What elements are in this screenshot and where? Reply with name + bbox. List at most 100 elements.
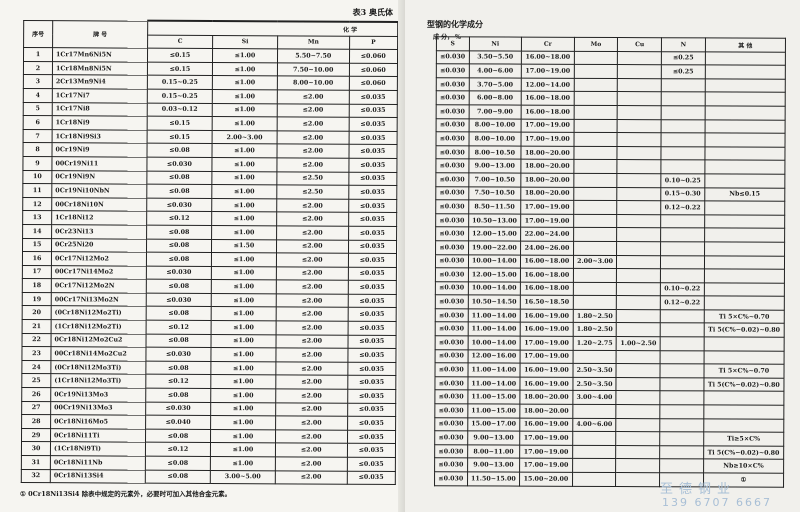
cr-value: 16.00~18.00 xyxy=(521,105,574,119)
col-p: P xyxy=(349,35,398,50)
grade: 0Cr18Ni13Si4 xyxy=(50,469,146,484)
ni-value: 10.50~13.00 xyxy=(468,213,521,228)
grade: 0Cr19Ni9N xyxy=(51,170,147,185)
mo-value xyxy=(573,282,617,296)
c-value: ≤0.08 xyxy=(145,469,211,484)
row-no: 10 xyxy=(22,170,52,184)
n-value xyxy=(660,323,704,337)
cu-value xyxy=(617,64,662,79)
cu-value xyxy=(617,173,661,188)
p-value: ≤0.035 xyxy=(347,362,396,376)
row-no: 1 xyxy=(23,47,53,62)
cu-value xyxy=(617,214,661,229)
mn-value: ≤2.00 xyxy=(276,198,349,213)
row-no: 7 xyxy=(23,129,53,144)
col-group-chemistry: 化 学 xyxy=(147,20,398,37)
row-no: 18 xyxy=(22,278,52,293)
ni-value: 11.50~15.00 xyxy=(467,471,520,486)
cr-value: 15.00~20.00 xyxy=(519,472,573,486)
other-value: Ti 5(C%−0.02)~0.80 xyxy=(703,377,784,392)
cu-value xyxy=(616,309,661,324)
s-value: ≤0.030 xyxy=(434,444,468,459)
mn-value: ≤2.00 xyxy=(276,212,349,227)
cu-value xyxy=(616,390,660,405)
c-value: ≤0.040 xyxy=(145,415,211,430)
mn-value: ≤2.00 xyxy=(276,239,349,254)
row-no: 13 xyxy=(22,210,52,225)
s-value: ≤0.030 xyxy=(435,267,469,282)
row-no: 19 xyxy=(22,292,52,307)
right-page: 型钢的化学成分 成 分， % S Ni Cr Mo Cu N 其 他 ≤0.030 3.50~… xyxy=(405,0,800,512)
cr-value: 17.00~19.00 xyxy=(519,431,573,446)
mn-value: ≤2.00 xyxy=(276,144,349,159)
c-value: ≤0.08 xyxy=(145,388,211,403)
ni-value: 12.00~16.00 xyxy=(467,349,521,364)
mo-value xyxy=(573,173,618,188)
grade: (1Cr18Ni9Ti) xyxy=(50,442,146,457)
grade: 0Cr17Ni12Mo2 xyxy=(51,251,147,266)
ni-value: 12.00~15.00 xyxy=(468,227,521,242)
mo-value xyxy=(572,404,617,419)
cu-value xyxy=(616,268,661,283)
grade: (0Cr18Ni12Mo2Ti) xyxy=(51,306,147,321)
si-value: ≤1.00 xyxy=(210,402,276,417)
mo-value xyxy=(573,132,618,147)
grade: 1Cr17Ni7 xyxy=(52,88,148,103)
other-value xyxy=(705,51,786,66)
mn-value: ≤2.00 xyxy=(276,280,348,295)
ni-value: 6.00~8.00 xyxy=(468,91,522,106)
row-no: 11 xyxy=(22,183,52,198)
cr-value: 17.00~19.00 xyxy=(520,213,574,228)
si-value: ≤1.00 xyxy=(211,320,277,335)
n-value xyxy=(660,336,704,351)
other-value xyxy=(703,336,785,351)
si-value: ≤1.00 xyxy=(210,442,276,457)
cr-value: 16.00~18.00 xyxy=(520,281,574,296)
ni-value: 15.00~17.00 xyxy=(467,417,520,432)
n-value xyxy=(661,92,705,106)
c-value: ≤0.08 xyxy=(146,225,212,240)
cu-value xyxy=(616,418,660,432)
s-value: ≤0.030 xyxy=(435,322,468,336)
mn-value: ≤2.00 xyxy=(276,252,349,267)
grade: 1Cr18Ni9 xyxy=(52,115,148,130)
grade: 2Cr13Mn9Ni4 xyxy=(52,75,148,90)
s-value: ≤0.030 xyxy=(435,199,469,214)
n-value xyxy=(661,146,705,161)
cu-value xyxy=(616,241,661,256)
grade: 00Cr19Ni11 xyxy=(51,156,147,171)
s-value: ≤0.030 xyxy=(435,159,469,173)
cr-value: 16.00~19.00 xyxy=(520,363,573,378)
cr-value: 17.00~19.00 xyxy=(519,444,573,459)
s-value: ≤0.030 xyxy=(435,254,469,268)
mn-value: ≤2.00 xyxy=(275,334,348,349)
grade: 0Cr25Ni20 xyxy=(51,238,147,253)
mn-value: ≤2.00 xyxy=(275,361,348,376)
si-value: ≤1.00 xyxy=(210,347,276,362)
mn-value: ≤2.00 xyxy=(275,470,347,485)
mo-value xyxy=(573,91,618,106)
mn-value: ≤2.00 xyxy=(277,130,349,145)
mn-value: ≤2.00 xyxy=(276,293,348,308)
si-value: ≤1.00 xyxy=(212,62,278,77)
mn-value: ≤2.00 xyxy=(275,348,348,363)
mn-value: 8.00~10.00 xyxy=(277,76,349,91)
grade: (0Cr18Ni12Mo3Ti) xyxy=(50,360,146,375)
other-value xyxy=(703,391,784,406)
n-value xyxy=(661,132,705,147)
grade: 00Cr17Ni14Mo2 xyxy=(51,265,147,280)
s-value: ≤0.030 xyxy=(434,376,468,391)
cr-value: 12.00~14.00 xyxy=(521,77,575,92)
grade: 00Cr18Ni14Mo2Cu2 xyxy=(50,346,147,362)
n-value: 0.10~0.22 xyxy=(660,282,705,297)
other-value xyxy=(704,214,785,229)
si-value: ≤1.00 xyxy=(211,211,277,226)
other-value: Nb≤0.15 xyxy=(704,187,785,202)
other-value xyxy=(704,228,785,243)
s-value: ≤0.030 xyxy=(434,430,468,445)
ni-value: 9.00~13.00 xyxy=(467,458,520,473)
p-value: ≤0.035 xyxy=(348,158,397,173)
mn-value: ≤2.00 xyxy=(275,402,348,417)
ni-value: 8.00~10.50 xyxy=(468,145,522,160)
cr-value: 16.00~18.00 xyxy=(521,91,574,106)
